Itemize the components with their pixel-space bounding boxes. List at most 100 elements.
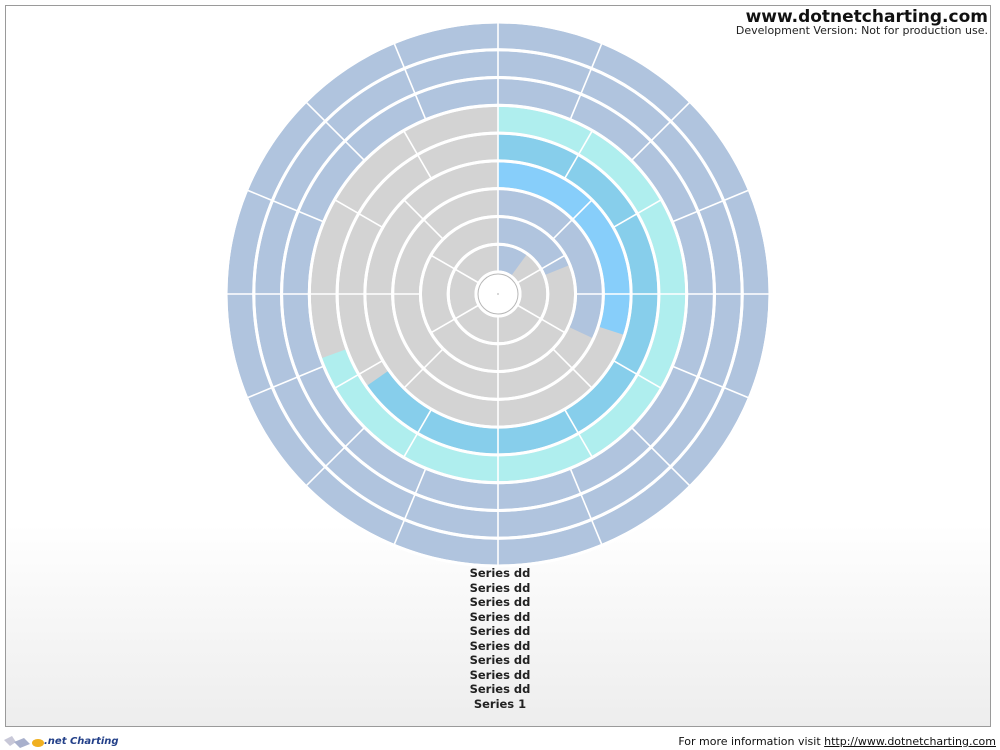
ring-divider xyxy=(393,42,406,69)
ring-divider xyxy=(670,466,691,487)
ring-divider xyxy=(344,140,365,161)
ring-divider xyxy=(414,468,427,494)
ring-divider xyxy=(423,348,444,369)
ring-divider xyxy=(403,199,424,220)
footer-info-text: For more information visit xyxy=(678,735,825,748)
center-dot xyxy=(497,293,499,295)
footer-link[interactable]: http://www.dotnetcharting.com xyxy=(824,735,996,748)
ring-bar-1[interactable] xyxy=(498,245,527,275)
ring-divider xyxy=(698,376,724,389)
ring-divider xyxy=(454,268,479,284)
ring-divider xyxy=(298,365,324,378)
rings-group xyxy=(224,20,772,568)
ring-divider xyxy=(403,130,418,155)
ring-separator xyxy=(363,159,633,429)
ring-divider xyxy=(430,254,455,270)
ring-divider xyxy=(552,348,573,369)
legend: Series dd Series dd Series dd Series dd Seri… xyxy=(0,566,1000,711)
ring-divider xyxy=(631,140,652,161)
ring-divider xyxy=(631,427,652,448)
ring-divider xyxy=(358,360,383,375)
ring-divider xyxy=(580,68,593,94)
legend-entry: Series dd xyxy=(469,624,531,638)
ring-divider xyxy=(569,468,582,494)
ring-divider xyxy=(403,368,424,389)
ring-divider xyxy=(578,433,593,458)
ring-divider xyxy=(414,94,427,120)
legend-entry: Series dd xyxy=(469,682,531,696)
ring-divider xyxy=(569,94,582,120)
brand-title: www.dotnetcharting.com xyxy=(745,7,988,27)
ring-divider xyxy=(358,213,383,228)
ring-divider xyxy=(613,360,638,375)
ring-divider xyxy=(723,386,750,399)
ring-divider xyxy=(650,121,671,142)
ring-divider xyxy=(403,433,418,458)
ring-divider xyxy=(650,446,671,467)
ring-divider xyxy=(305,466,326,487)
legend-entry: Series dd xyxy=(469,609,531,624)
ring-divider xyxy=(272,376,298,389)
legend-entry: Series dd xyxy=(469,667,531,682)
ring-divider xyxy=(590,42,603,69)
ring-divider xyxy=(572,368,593,389)
ring-divider xyxy=(578,130,593,155)
ring-separator xyxy=(252,48,744,540)
ring-divider xyxy=(403,494,416,520)
ring-divider xyxy=(325,446,346,467)
ring-bar-2[interactable] xyxy=(498,217,569,275)
chart-center xyxy=(477,273,519,315)
ring-bar-4[interactable] xyxy=(498,162,630,335)
ring-divider xyxy=(672,365,698,378)
ring-separator xyxy=(446,242,550,346)
ring-divider xyxy=(517,304,542,320)
ring-divider xyxy=(613,213,638,228)
ring-divider xyxy=(246,189,273,202)
ring-separator xyxy=(280,76,716,512)
legend-entry: Series dd xyxy=(469,638,531,653)
ring-separator xyxy=(307,103,689,485)
ring-divider xyxy=(344,427,365,448)
ring-separator xyxy=(224,20,772,568)
ring-separator xyxy=(418,214,578,374)
ring-divider xyxy=(637,374,662,389)
ring-divider xyxy=(564,154,579,179)
ring-divider xyxy=(672,210,698,223)
ring-track-1 xyxy=(449,245,547,343)
legend-entry: Series dd xyxy=(469,566,531,580)
ring-divider xyxy=(298,210,324,223)
ring-divider xyxy=(670,101,691,122)
ring-divider xyxy=(517,268,542,284)
ring-divider xyxy=(430,318,455,334)
ring-divider xyxy=(305,101,326,122)
ring-divider xyxy=(541,254,566,270)
ring-divider xyxy=(590,519,603,546)
legend-entry: Series dd xyxy=(469,595,531,609)
ring-divider xyxy=(403,68,416,94)
ring-separator xyxy=(391,187,605,401)
legend-entry: Series dd xyxy=(469,653,531,667)
footer-logo-text: .net Charting xyxy=(44,736,119,747)
ring-separator xyxy=(474,270,522,318)
dotnetcharting-logo-icon xyxy=(4,736,44,748)
ring-divider xyxy=(541,318,566,334)
footer-info: For more information visit http://www.do… xyxy=(678,735,996,748)
ring-divider xyxy=(564,409,579,434)
ring-divider xyxy=(423,219,444,240)
ring-divider xyxy=(334,374,359,389)
legend-entry: Series dd xyxy=(469,580,531,595)
ring-divider xyxy=(552,219,573,240)
ring-bar-3[interactable] xyxy=(498,190,602,338)
ring-divider xyxy=(637,199,662,214)
brand-subtitle: Development Version: Not for production … xyxy=(735,24,988,37)
ring-divider xyxy=(723,189,750,202)
ring-divider xyxy=(417,154,432,179)
ring-divider xyxy=(246,386,273,399)
ring-separator xyxy=(335,131,661,457)
ring-divider xyxy=(698,199,724,212)
ring-divider xyxy=(572,199,593,220)
legend-entry: Series 1 xyxy=(473,696,527,711)
ring-divider xyxy=(580,494,593,520)
ring-divider xyxy=(454,304,479,320)
